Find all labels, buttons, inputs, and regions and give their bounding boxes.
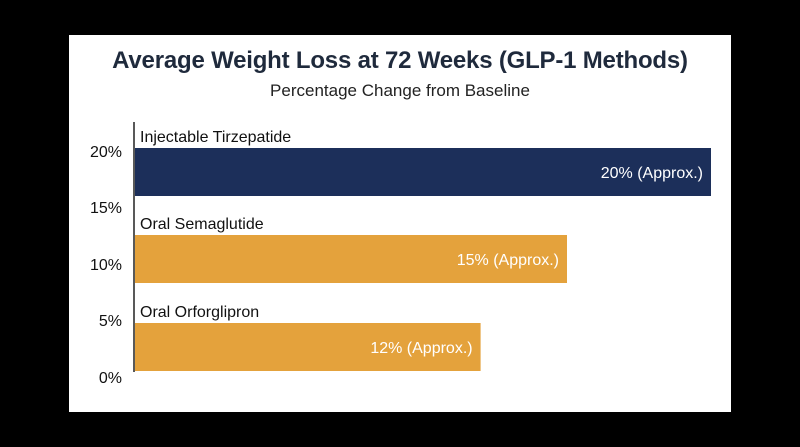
data-label: 12% (Approx.) [370, 340, 472, 357]
category-label: Oral Orforglipron [140, 304, 259, 321]
data-label: 20% (Approx.) [601, 165, 703, 182]
category-label: Injectable Tirzepatide [140, 129, 291, 146]
tick-label: 10% [90, 257, 122, 274]
tick-label: 15% [90, 200, 122, 217]
bar [135, 148, 711, 196]
tick-label: 5% [99, 313, 122, 330]
chart-title: Average Weight Loss at 72 Weeks (GLP-1 M… [112, 47, 688, 74]
chart-subtitle: Percentage Change from Baseline [270, 81, 530, 100]
tick-label: 20% [90, 144, 122, 161]
chart-card: Average Weight Loss at 72 Weeks (GLP-1 M… [69, 35, 731, 412]
category-label: Oral Semaglutide [140, 216, 264, 233]
tick-label: 0% [99, 370, 122, 387]
data-label: 15% (Approx.) [457, 252, 559, 269]
bar-chart: 20% 15% 10% 5% 0% Injectable Tirzepatide 20% (… [90, 122, 711, 387]
bar [135, 323, 481, 371]
bar [135, 235, 567, 283]
